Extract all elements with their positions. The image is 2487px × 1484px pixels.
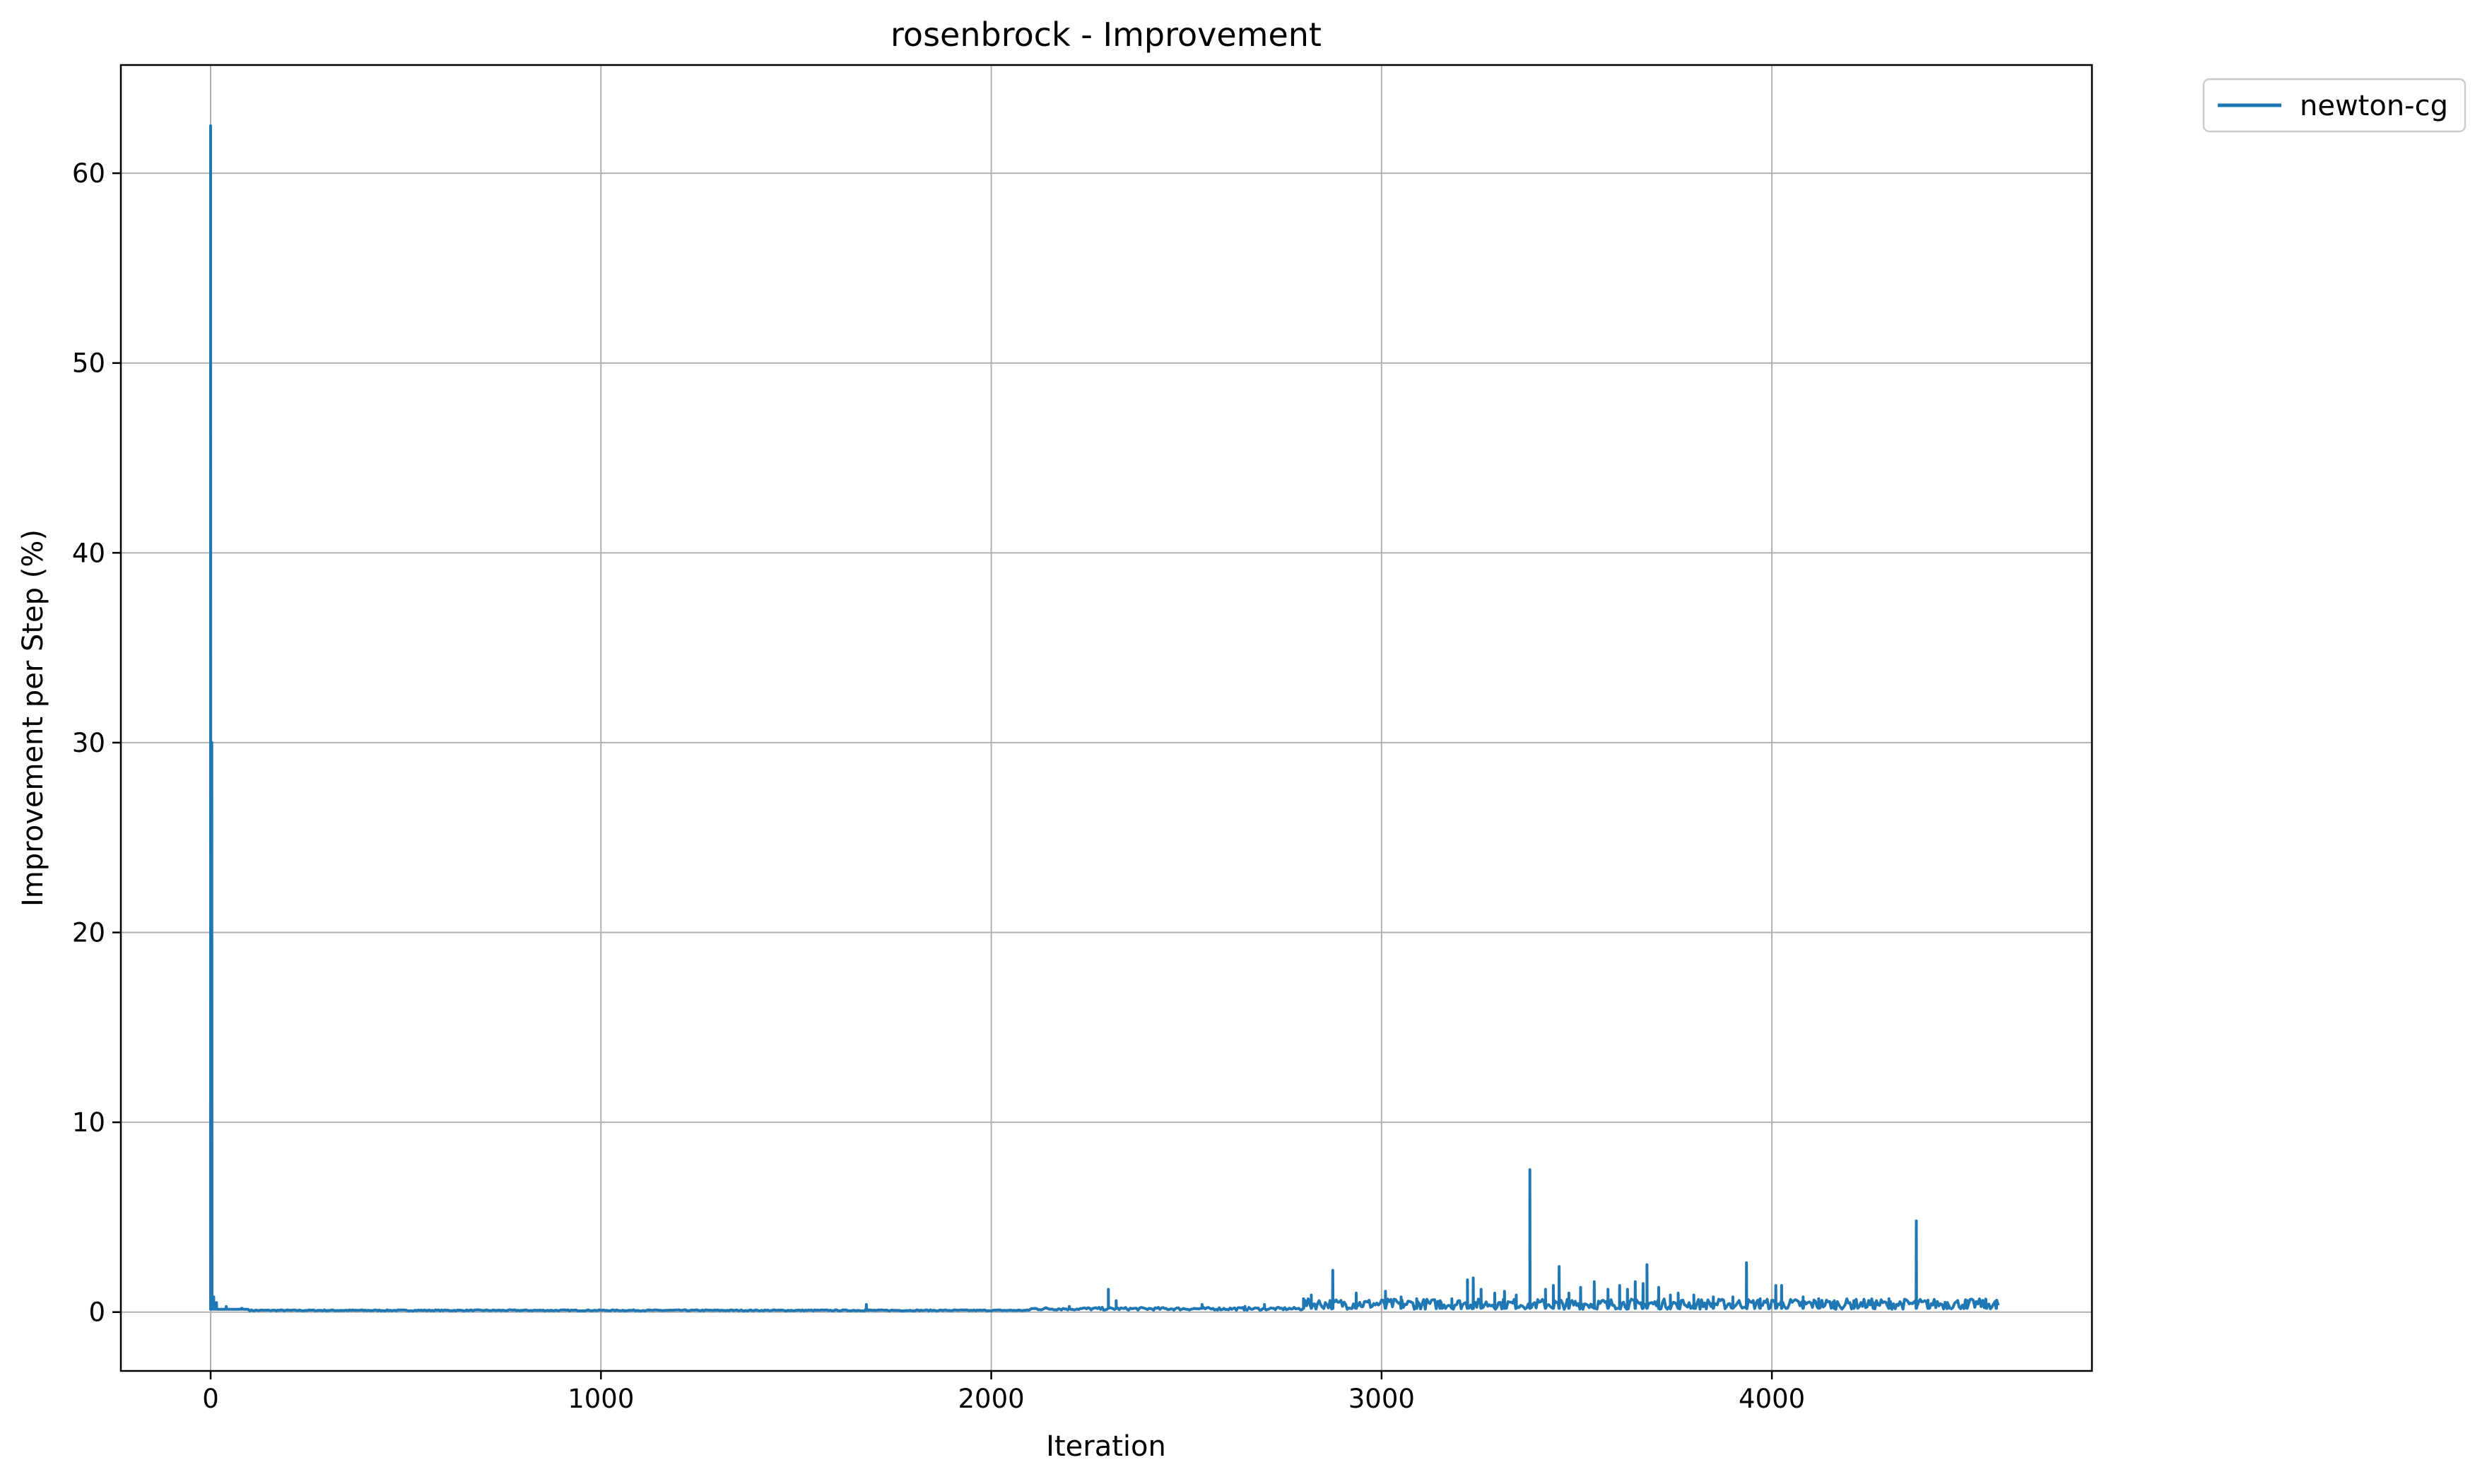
x-axis-ticks: 0 1000 2000 3000 4000 bbox=[202, 1371, 1805, 1414]
legend-label-newton-cg: newton-cg bbox=[2300, 90, 2448, 122]
y-tick-label-50: 50 bbox=[72, 348, 105, 379]
chart-title: rosenbrock - Improvement bbox=[890, 16, 1322, 54]
series-lines bbox=[208, 124, 2000, 1313]
legend-box bbox=[2202, 78, 2467, 133]
x-tick-label-4000: 4000 bbox=[1739, 1384, 1805, 1414]
y-tick-label-10: 10 bbox=[72, 1107, 105, 1138]
y-tick-label-20: 20 bbox=[72, 918, 105, 948]
y-tick-label-40: 40 bbox=[72, 538, 105, 568]
y-axis-label: Improvement per Step (%) bbox=[17, 529, 49, 907]
y-tick-label-0: 0 bbox=[88, 1297, 105, 1328]
plot-frame bbox=[119, 64, 2093, 1372]
x-tick-label-1000: 1000 bbox=[568, 1384, 634, 1414]
y-tick-label-60: 60 bbox=[72, 158, 105, 189]
y-tick-label-30: 30 bbox=[72, 728, 105, 758]
y-axis-ticks: 0 10 20 30 40 50 60 bbox=[72, 158, 121, 1328]
x-tick-label-3000: 3000 bbox=[1348, 1384, 1415, 1414]
x-tick-label-2000: 2000 bbox=[958, 1384, 1024, 1414]
x-tick-label-0: 0 bbox=[202, 1384, 219, 1414]
grid-lines bbox=[121, 65, 2092, 1371]
series-line-newton-cg bbox=[208, 124, 2000, 1313]
legend: newton-cg bbox=[2202, 78, 2467, 133]
x-axis-label: Iteration bbox=[1046, 1430, 1166, 1463]
